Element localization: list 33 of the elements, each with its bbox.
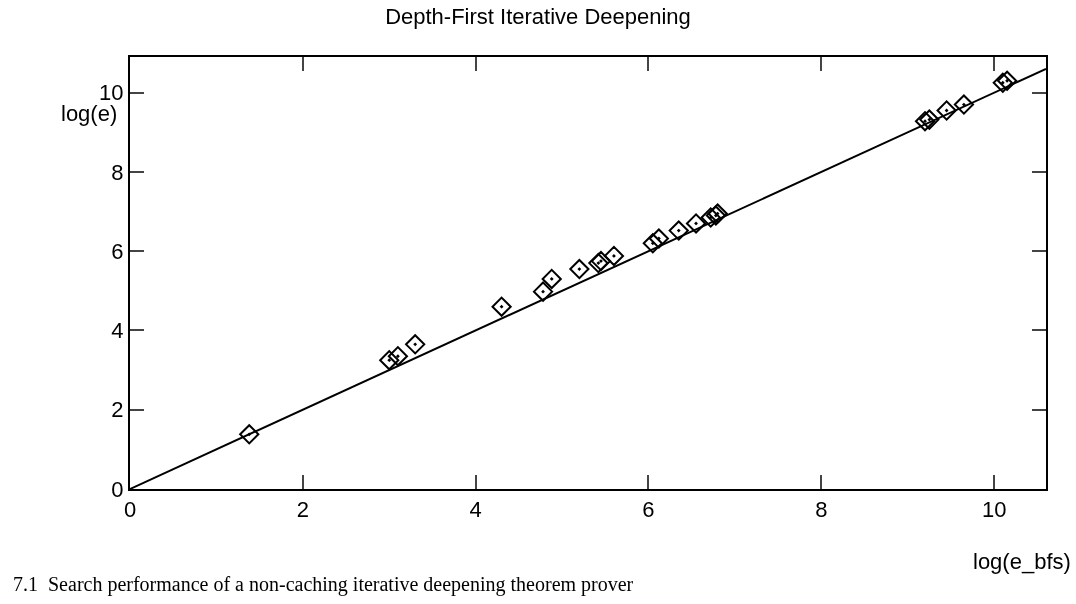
text: 7.1 Search performance of a non-caching iterative deepening theorem prover	[13, 573, 634, 596]
chart-title: Depth-First Iterative Deepening	[385, 4, 691, 30]
point	[532, 281, 554, 302]
point	[648, 228, 669, 249]
point	[642, 233, 663, 254]
x-axis-title: log(e_bfs)	[973, 549, 1071, 574]
point	[569, 258, 590, 280]
x-tick-label: 8	[815, 497, 828, 523]
x-tick-label: 6	[642, 497, 655, 523]
x-tick-label: 4	[469, 497, 482, 523]
point	[405, 334, 426, 355]
y-tick-label: 8	[111, 159, 124, 185]
point	[491, 296, 512, 317]
point	[603, 245, 625, 267]
point	[685, 213, 707, 234]
y-tick-label: 2	[111, 397, 124, 423]
point	[953, 94, 975, 115]
x-tick-label: 10	[981, 497, 1007, 523]
y-tick-label: 6	[111, 238, 124, 264]
y-tick-label: 4	[111, 318, 124, 344]
point	[997, 70, 1018, 91]
point	[379, 350, 400, 371]
y-tick-label: 0	[111, 476, 124, 502]
point	[914, 111, 936, 132]
point	[992, 72, 1013, 93]
point	[387, 346, 408, 367]
point	[239, 424, 260, 445]
point	[541, 268, 562, 290]
point	[700, 207, 721, 228]
x-tick-label: 2	[296, 497, 309, 523]
point	[668, 220, 689, 241]
point	[936, 100, 957, 121]
point	[919, 109, 940, 130]
